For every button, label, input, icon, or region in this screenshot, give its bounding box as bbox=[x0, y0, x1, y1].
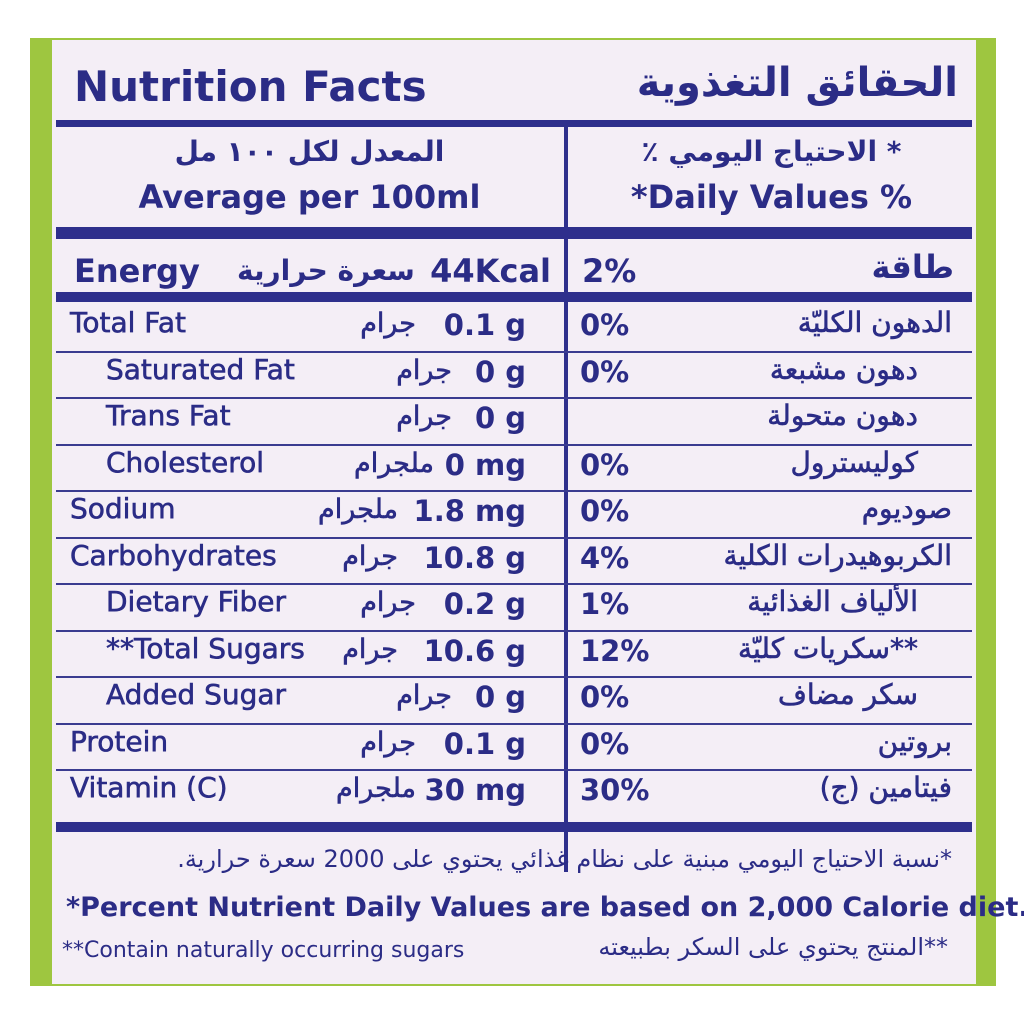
col-left-ar: المعدل لكل ١٠٠ مل bbox=[174, 135, 445, 168]
unit-ar: جرام bbox=[342, 540, 398, 572]
nutrient-ar: بروتين bbox=[877, 724, 952, 758]
nutrient-en: Trans Fat bbox=[106, 399, 231, 433]
daily-value: 4% bbox=[580, 540, 630, 575]
row-rule bbox=[56, 350, 972, 353]
nutrient-ar: الألياف الغذائية bbox=[747, 585, 918, 619]
nutrient-en: Added Sugar bbox=[106, 678, 287, 712]
daily-value: 0% bbox=[580, 354, 630, 389]
rule bbox=[56, 120, 972, 127]
col-left-en: Average per 100ml bbox=[138, 178, 481, 216]
row-rule bbox=[56, 629, 972, 632]
amount: 0 g bbox=[474, 401, 526, 435]
energy-en: Energy bbox=[74, 252, 200, 290]
nutrient-ar: صوديوم bbox=[861, 492, 952, 526]
daily-value: 0% bbox=[580, 494, 630, 528]
amount: 0.1 g bbox=[443, 726, 526, 761]
nutrient-en: Sodium bbox=[70, 492, 176, 526]
nutrient-en: Saturated Fat bbox=[106, 352, 295, 386]
unit-ar: ملجرام bbox=[354, 447, 435, 479]
nutrient-ar: **سكريات كليّة bbox=[737, 631, 919, 665]
nutrient-ar: فيتامين (ج) bbox=[819, 771, 952, 805]
unit-ar: ملجرام bbox=[336, 773, 417, 805]
nutrient-ar: سكر مضاف bbox=[777, 678, 919, 712]
unit-ar: جرام bbox=[360, 726, 416, 758]
amount: 0.2 g bbox=[443, 587, 526, 621]
amount: 10.8 g bbox=[423, 540, 526, 575]
amount: 0.1 g bbox=[443, 308, 526, 342]
daily-value: 0% bbox=[580, 308, 630, 342]
row-rule bbox=[56, 443, 972, 446]
title-ar: الحقائق التغذوية bbox=[636, 60, 958, 106]
footnote-en: *Percent Nutrient Daily Values are based… bbox=[66, 892, 1024, 923]
daily-value: 1% bbox=[580, 587, 630, 621]
amount: 10.6 g bbox=[423, 633, 526, 668]
row-rule bbox=[56, 722, 972, 725]
daily-value: 0% bbox=[580, 447, 630, 482]
col-right-en: *Daily Values % bbox=[630, 178, 913, 216]
nutrient-en: Vitamin (C) bbox=[70, 771, 228, 805]
energy-ar: طاقة bbox=[871, 248, 954, 286]
unit-ar: جرام bbox=[396, 401, 452, 433]
row-rule bbox=[56, 583, 972, 585]
title-en: Nutrition Facts bbox=[74, 62, 427, 111]
divider bbox=[564, 127, 568, 872]
unit-ar: جرام bbox=[396, 354, 452, 386]
daily-value: 30% bbox=[580, 773, 650, 807]
daily-value: 12% bbox=[580, 633, 650, 668]
col-right-ar: * الاحتياج اليومي ٪ bbox=[641, 135, 902, 168]
amount: 30 mg bbox=[424, 773, 526, 807]
row-rule bbox=[56, 769, 972, 771]
footnote-en: **Contain naturally occurring sugars bbox=[62, 938, 465, 963]
unit-ar: جرام bbox=[360, 587, 416, 619]
amount: 1.8 mg bbox=[413, 494, 526, 528]
daily-value: 0% bbox=[580, 726, 630, 761]
energy-dv: 2% bbox=[582, 252, 637, 290]
energy-unit-ar: سعرة حرارية bbox=[237, 254, 415, 287]
unit-ar: جرام bbox=[360, 308, 416, 340]
daily-value: 0% bbox=[580, 680, 630, 714]
nutrition-label: Nutrition Facts الحقائق التغذوية المعدل … bbox=[52, 40, 1024, 984]
footnote-ar: **المنتج يحتوي على السكر بطبيعته bbox=[598, 933, 948, 961]
nutrient-en: Total Fat bbox=[70, 306, 187, 340]
row-rule bbox=[56, 397, 972, 399]
nutrient-en: Carbohydrates bbox=[70, 538, 277, 572]
nutrient-ar: دهون مشبعة bbox=[769, 352, 919, 386]
unit-ar: ملجرام bbox=[318, 494, 399, 526]
nutrient-ar: الدهون الكليّة bbox=[797, 306, 952, 340]
rule bbox=[56, 292, 972, 302]
rule bbox=[56, 822, 972, 832]
amount: 0 mg bbox=[444, 447, 526, 482]
nutrient-ar: دهون متحولة bbox=[767, 399, 918, 433]
nutrient-ar: كوليسترول bbox=[790, 445, 918, 479]
nutrient-en: **Total Sugars bbox=[106, 631, 305, 665]
nutrient-ar: الكربوهيدرات الكلية bbox=[723, 538, 952, 572]
row-rule bbox=[56, 490, 972, 492]
nutrient-en: Protein bbox=[70, 724, 169, 758]
amount: 0 g bbox=[474, 680, 526, 714]
row-rule bbox=[56, 536, 972, 539]
unit-ar: جرام bbox=[342, 633, 398, 665]
row-rule bbox=[56, 676, 972, 678]
unit-ar: جرام bbox=[396, 680, 452, 712]
amount: 0 g bbox=[474, 354, 526, 389]
energy-amount: 44Kcal bbox=[430, 252, 551, 290]
footnote-ar: *نسبة الاحتياج اليومي مبنية على نظام غذا… bbox=[177, 845, 952, 873]
nutrient-en: Cholesterol bbox=[106, 445, 265, 479]
rule bbox=[56, 227, 972, 239]
nutrient-en: Dietary Fiber bbox=[106, 585, 287, 619]
